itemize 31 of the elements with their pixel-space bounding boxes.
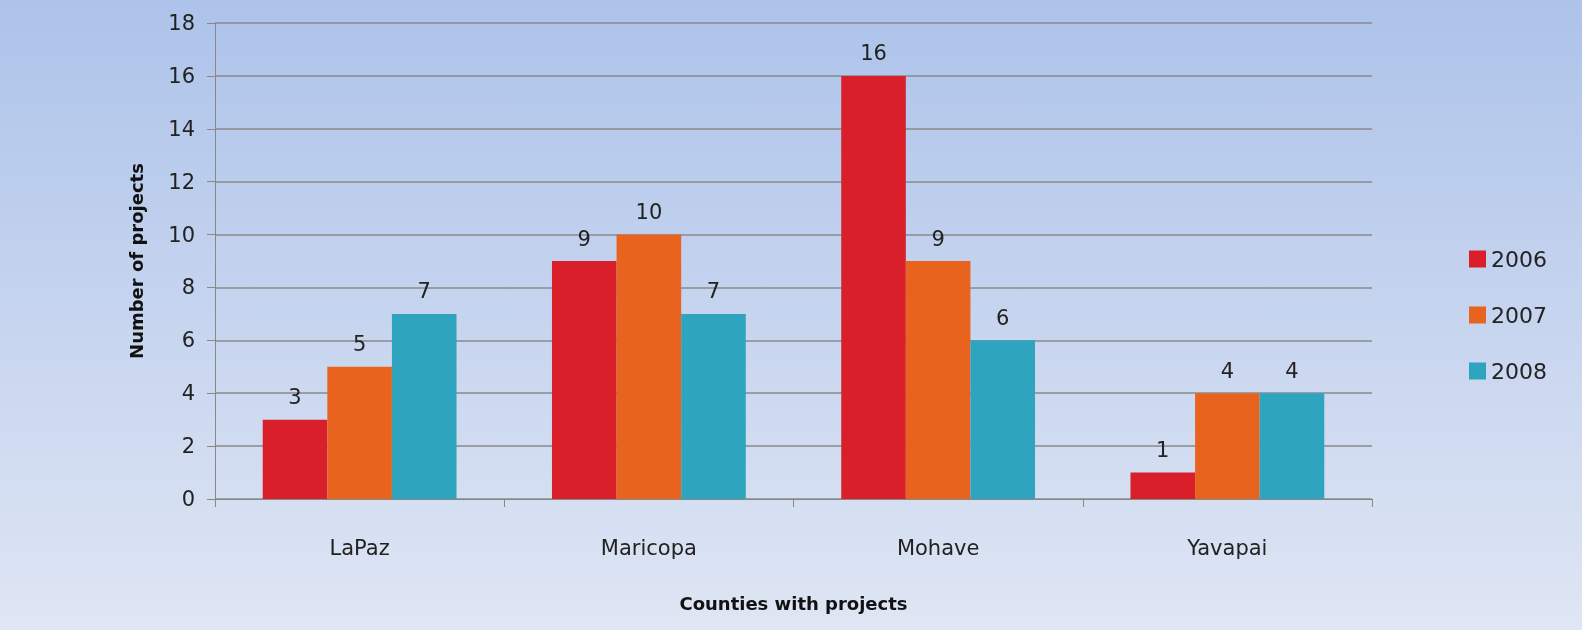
y-tick-label: 12 [168,169,195,194]
y-tick-label: 16 [168,63,195,88]
x-tick-label: Maricopa [600,535,697,560]
y-tick-label: 2 [181,434,195,459]
data-label: 4 [1285,358,1299,383]
data-label: 9 [931,226,945,251]
legend-label: 2008 [1491,358,1548,384]
y-axis-title: Number of projects [125,163,147,359]
y-tick-label: 18 [168,11,195,35]
data-label: 10 [635,200,663,225]
data-label: 3 [288,385,302,410]
data-label: 7 [706,279,721,304]
data-label: 1 [1156,438,1170,463]
data-label: 6 [996,305,1010,330]
data-label: 9 [577,226,591,251]
data-label: 4 [1220,358,1235,383]
y-tick-label: 8 [181,275,195,300]
y-tick-label: 0 [181,487,195,511]
y-tick-label: 6 [181,328,195,353]
y-tick-label: 4 [181,381,195,406]
data-label: 7 [417,279,431,304]
data-label: 16 [860,41,887,66]
x-tick-label: LaPaz [329,535,390,560]
x-axis-title: Counties with projects [679,592,908,614]
x-tick-label: Mohave [896,535,980,560]
y-tick-label: 10 [168,222,195,247]
legend-label: 2006 [1491,246,1548,272]
y-tick-label: 14 [168,116,195,141]
x-tick-label: Yavapai [1186,535,1268,560]
data-label: 5 [352,332,367,357]
legend-label: 2007 [1491,302,1548,328]
